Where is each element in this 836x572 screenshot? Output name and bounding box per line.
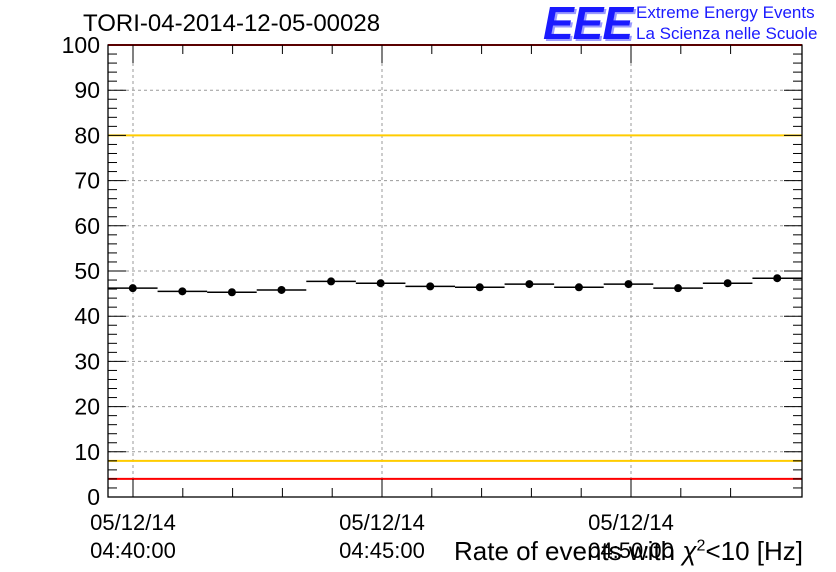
x-tick-label-time: 04:40:00 [90, 538, 176, 563]
y-tick-label: 0 [87, 484, 100, 510]
x-tick-label-time: 04:50:00 [588, 538, 674, 563]
data-point [277, 285, 286, 294]
x-tick-label-date: 05/12/14 [339, 510, 425, 535]
x-axis-title-prefix: Rate of events with [453, 536, 683, 566]
x-axis-title-symbol: χ [682, 536, 697, 566]
data-point [128, 284, 137, 293]
data-point [525, 280, 534, 289]
data-point [227, 288, 236, 297]
data-point [376, 279, 385, 288]
data-point [574, 283, 583, 292]
y-tick-label: 100 [62, 32, 100, 58]
data-point [723, 279, 732, 288]
x-axis-title-sup: 2 [696, 537, 706, 555]
run-title: TORI-04-2014-12-05-00028 [83, 10, 381, 37]
y-tick-label: 20 [74, 394, 100, 420]
data-point [178, 287, 187, 296]
eee-logo: EEE [543, 0, 633, 49]
y-tick-label: 90 [74, 77, 100, 103]
y-tick-label: 10 [74, 439, 100, 465]
y-tick-label: 50 [74, 258, 100, 284]
data-point [624, 280, 633, 289]
x-axis-title-suffix: <10 [Hz] [705, 536, 803, 566]
y-tick-label: 60 [74, 213, 100, 239]
y-tick-label: 40 [74, 303, 100, 329]
data-point [773, 274, 782, 283]
y-tick-label: 70 [74, 168, 100, 194]
eee-logo-line1: Extreme Energy Events [636, 3, 815, 22]
x-tick-label-time: 04:45:00 [339, 538, 425, 563]
x-tick-label-date: 05/12/14 [588, 510, 674, 535]
y-tick-label: 30 [74, 348, 100, 374]
data-point [674, 284, 683, 293]
data-point [327, 277, 336, 286]
eee-logo-line2: La Scienza nelle Scuole [636, 24, 818, 43]
x-tick-label-date: 05/12/14 [90, 510, 176, 535]
x-axis-title: Rate of events with χ2<10 [Hz] [454, 536, 803, 567]
y-tick-label: 80 [74, 122, 100, 148]
data-point [475, 283, 484, 292]
data-point [426, 282, 435, 291]
